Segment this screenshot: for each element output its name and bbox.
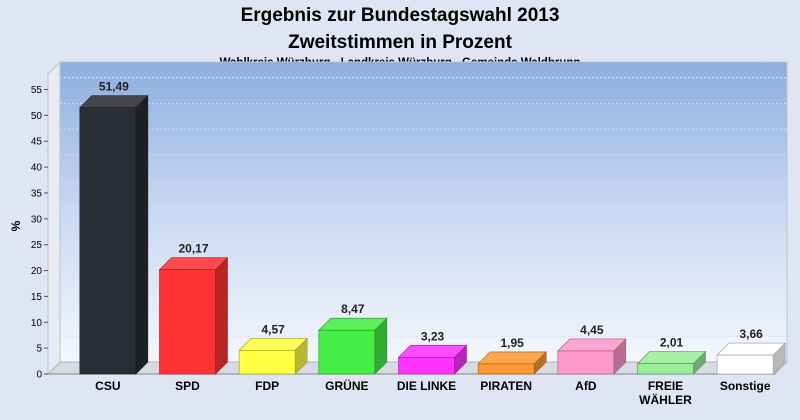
bar-front bbox=[79, 107, 137, 375]
y-tick-label: 55 bbox=[31, 85, 43, 96]
bar-top bbox=[318, 317, 388, 331]
bar-front bbox=[637, 363, 694, 375]
value-label: 2,01 bbox=[660, 336, 684, 350]
bar-front bbox=[557, 350, 615, 375]
bar-front bbox=[398, 356, 455, 375]
x-axis-labels: CSU SPD FDP GRÜNE DIE LINKE PIRATEN AfD FREIEWÄ… bbox=[95, 378, 771, 407]
bar-front bbox=[238, 350, 296, 375]
bar bbox=[397, 344, 468, 375]
x-tick-label: SPD bbox=[175, 379, 200, 393]
y-tick-label: 25 bbox=[31, 240, 43, 251]
bar-front bbox=[318, 329, 376, 375]
y-tick-label: 30 bbox=[31, 214, 43, 225]
value-label: 8,47 bbox=[341, 302, 365, 316]
x-tick-label: Sonstige bbox=[720, 379, 771, 393]
value-label: 1,95 bbox=[500, 336, 524, 350]
value-label: 3,23 bbox=[421, 329, 445, 343]
y-tick-label: 15 bbox=[31, 292, 43, 303]
bar-top bbox=[477, 351, 547, 365]
chart-title-line-2: Zweitstimmen in Prozent bbox=[288, 32, 512, 53]
bar bbox=[158, 256, 229, 375]
bar-front bbox=[716, 354, 774, 375]
value-label: 3,66 bbox=[739, 327, 763, 341]
bar-top bbox=[557, 338, 627, 352]
value-label: 20,17 bbox=[178, 242, 208, 256]
x-tick-label: FREIE bbox=[648, 379, 683, 393]
y-tick-label: 20 bbox=[31, 266, 43, 277]
y-tick-label: 35 bbox=[31, 188, 43, 199]
bar bbox=[238, 337, 308, 375]
y-axis-label: % bbox=[9, 220, 23, 231]
x-tick-label: DIE LINKE bbox=[397, 379, 456, 393]
bar-top bbox=[79, 95, 149, 108]
bars bbox=[79, 94, 786, 375]
y-axis-ticks: 0 5 10 15 20 25 30 35 40 45 50 55 bbox=[31, 85, 48, 381]
bar bbox=[557, 338, 627, 375]
bar bbox=[477, 351, 547, 375]
plot-left-wall bbox=[47, 60, 61, 376]
y-tick-label: 5 bbox=[36, 344, 42, 355]
x-tick-label: AfD bbox=[575, 379, 597, 393]
value-label: 4,57 bbox=[261, 322, 285, 336]
bar-top bbox=[397, 344, 468, 358]
value-label: 4,45 bbox=[580, 323, 604, 337]
bar bbox=[716, 342, 786, 375]
x-tick-label: GRÜNE bbox=[325, 378, 368, 393]
bar-front bbox=[159, 269, 216, 375]
bar bbox=[79, 94, 149, 375]
bar-side bbox=[135, 94, 149, 375]
x-tick-label: WÄHLER bbox=[639, 392, 692, 407]
y-tick-label: 0 bbox=[36, 370, 42, 381]
chart-title-line-1: Ergebnis zur Bundestagswahl 2013 bbox=[240, 5, 560, 26]
x-tick-label: CSU bbox=[95, 379, 120, 393]
bar-side bbox=[215, 256, 228, 375]
y-tick-label: 10 bbox=[31, 318, 43, 329]
bar-top bbox=[716, 342, 786, 356]
bar-top bbox=[238, 338, 308, 351]
x-tick-label: PIRATEN bbox=[480, 379, 532, 393]
value-label: 51,49 bbox=[99, 80, 129, 94]
y-tick-label: 50 bbox=[31, 111, 43, 122]
bar-front bbox=[477, 363, 535, 375]
y-tick-label: 40 bbox=[31, 163, 43, 174]
value-labels: 51,49 20,17 4,57 8,47 3,23 1,95 4,45 2,01 3,66 bbox=[99, 80, 763, 350]
bar bbox=[318, 317, 388, 375]
bar-top bbox=[636, 351, 707, 364]
bar-top bbox=[158, 257, 229, 270]
x-tick-label: FDP bbox=[255, 379, 279, 393]
bar bbox=[636, 350, 707, 375]
plot-area bbox=[46, 60, 789, 376]
y-tick-label: 45 bbox=[31, 137, 43, 148]
